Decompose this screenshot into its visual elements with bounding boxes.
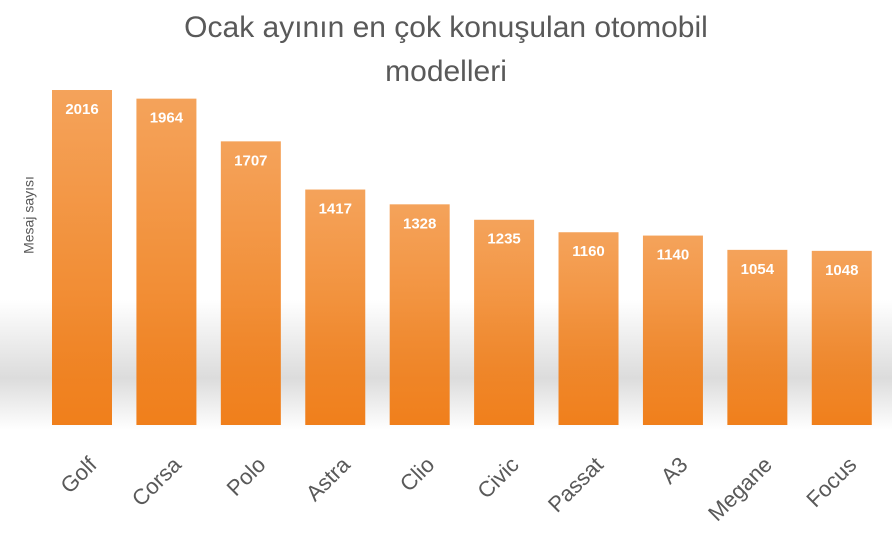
y-axis-label: Mesaj sayısı [21, 176, 37, 254]
value-label: 1140 [657, 247, 690, 264]
bar [558, 232, 619, 425]
x-tick-label: Astra [301, 451, 356, 506]
value-label: 1328 [403, 215, 436, 232]
x-tick-label: Clio [395, 452, 439, 496]
bar [811, 250, 872, 425]
bar [136, 98, 197, 426]
value-label: 2016 [65, 101, 98, 118]
x-tick-label: Polo [222, 452, 271, 501]
x-tick-label: A3 [656, 452, 693, 489]
bar [220, 141, 281, 425]
chart-title: Ocak ayının en çok konuşulan otomobil mo… [184, 11, 708, 88]
value-label: 1964 [150, 110, 184, 127]
value-label: 1048 [825, 262, 858, 279]
bar [305, 189, 366, 425]
x-tick-label: Corsa [127, 451, 187, 511]
value-label: 1235 [487, 231, 520, 248]
bar [474, 219, 535, 425]
x-tick-label: Focus [801, 452, 861, 512]
bar [52, 90, 112, 425]
value-label: 1707 [234, 152, 267, 169]
value-label: 1054 [741, 261, 775, 278]
x-tick-label: Passat [543, 452, 608, 517]
x-tick-label: Golf [55, 451, 102, 498]
bar [642, 235, 703, 425]
x-tick-label: Civic [472, 452, 523, 503]
value-label: 1160 [572, 243, 605, 260]
x-tick-label: Megane [703, 452, 777, 526]
bar [727, 249, 788, 425]
bar [389, 204, 450, 425]
value-label: 1417 [319, 201, 352, 218]
